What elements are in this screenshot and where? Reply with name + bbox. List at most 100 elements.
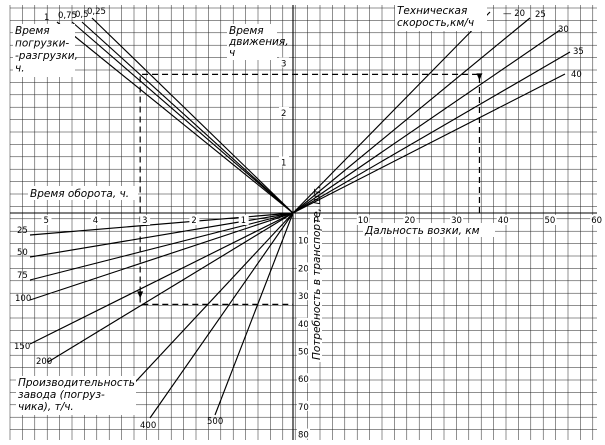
tick-bg (496, 215, 510, 225)
speed-ray-30 (292, 29, 561, 214)
turnaround-title-bg (28, 186, 138, 200)
productivity-label-200: 200 (36, 357, 52, 367)
speed-title-line-1: Техническая (397, 5, 467, 17)
productivity-ray-25 (29, 212, 294, 236)
loading-label-1: 1 (44, 13, 49, 23)
productivity-ray-75 (29, 212, 294, 281)
productivity-ray-400 (149, 212, 294, 419)
productivity-title-line-3: чика), т/ч. (18, 401, 74, 413)
tick-bg (279, 156, 289, 167)
travel-time-title-line-3: ч (229, 47, 235, 59)
tick-bg (543, 215, 557, 225)
tick-bg (297, 400, 310, 411)
turnaround-tick-2: 2 (191, 216, 196, 226)
tick-bg (403, 215, 417, 225)
example-dashed-path (139, 73, 481, 306)
need-title-bg (308, 222, 322, 362)
tick-bg (297, 317, 310, 328)
travel-time-tick-3: 3 (281, 60, 286, 70)
distance-tick-20: 20 (404, 216, 415, 226)
speed-label-25: 25 (535, 10, 546, 20)
loading-time-title-line-2: погрузки- (15, 38, 69, 50)
tick-bg (238, 215, 249, 225)
turnaround-title: Время оборота, ч. (30, 188, 129, 200)
need-tick-70: 70 (298, 403, 309, 413)
productivity-ray-50 (29, 212, 294, 258)
speed-ray-25 (292, 17, 531, 214)
distance-title-bg (363, 223, 495, 237)
speed-ray-40 (292, 73, 566, 214)
tick-bg (189, 215, 200, 225)
productivity-label-500: 500 (207, 417, 223, 427)
speed-label-35: 35 (573, 47, 584, 57)
example-arrowhead-up (476, 73, 483, 81)
travel-time-title-line-2: движения, (228, 36, 289, 48)
distance-title: Дальность возки, км (364, 225, 480, 237)
productivity-ray-150 (29, 212, 294, 345)
productivity-title-line-2: завода (погруз- (18, 389, 105, 401)
loading-time-title-bg (13, 24, 75, 77)
need-tick-60: 60 (298, 375, 309, 385)
need-title: Потребность в транспорте, шт. (311, 186, 323, 360)
productivity-ray-500 (214, 212, 294, 416)
productivity-label-150: 150 (14, 342, 30, 352)
productivity-label-75: 75 (17, 271, 28, 281)
need-tick-40: 40 (298, 320, 309, 330)
turnaround-tick-1: 1 (241, 216, 246, 226)
speed-title-bg (395, 4, 487, 31)
need-tick-10: 10 (298, 237, 309, 247)
tick-bg (279, 57, 289, 68)
speed-title-line-2: скорость,км/ч (397, 17, 474, 29)
need-tick-80: 80 (298, 431, 309, 441)
tick-bg (297, 373, 310, 384)
need-tick-50: 50 (298, 348, 309, 358)
travel-time-title-line-1: Время (229, 25, 264, 37)
distance-tick-60: 60 (591, 216, 602, 226)
loading-ray-0-75 (71, 21, 294, 214)
loading-ray-1 (56, 21, 294, 214)
tick-bg (310, 215, 323, 225)
example-path (137, 73, 483, 306)
distance-tick-50: 50 (545, 216, 556, 226)
chart-axes (10, 5, 597, 440)
productivity-title-line-1: Производительность (18, 377, 135, 389)
loading-label-0-25: 0,25 (87, 7, 106, 17)
speed-ray-35 (292, 51, 571, 214)
tick-bg (297, 262, 310, 273)
speed-label-30: 30 (558, 25, 569, 35)
turnaround-tick-5: 5 (44, 216, 49, 226)
loading-ray-0-25 (91, 17, 294, 214)
distance-tick-10: 10 (358, 216, 369, 226)
turnaround-tick-3: 3 (142, 216, 147, 226)
tick-bg (297, 234, 310, 245)
loading-ray-0-5 (81, 21, 294, 214)
tick-bg (90, 215, 101, 225)
travel-time-tick-2: 2 (281, 109, 286, 119)
productivity-ray-200 (47, 212, 294, 363)
loading-time-title-line-3: -разгрузки, (15, 50, 78, 62)
tick-bg (356, 215, 370, 225)
tick-bg (279, 107, 289, 117)
tick-bg (590, 215, 604, 225)
speed-label-40: 40 (571, 70, 582, 80)
productivity-title-bg (16, 376, 136, 415)
distance-tick-0: 0 (314, 216, 319, 226)
chart-grid (9, 5, 597, 440)
tick-bg (41, 215, 52, 225)
productivity-label-400: 400 (140, 421, 156, 431)
productivity-ray-100 (29, 212, 294, 301)
tick-bg (297, 290, 310, 301)
need-tick-20: 20 (298, 264, 309, 274)
need-tick-30: 30 (298, 292, 309, 302)
axis-titles: Времяпогрузки--разгрузки,ч.Времядвижения… (13, 4, 495, 415)
example-arrowhead-down (137, 291, 144, 299)
tick-bg (297, 345, 310, 356)
speed-ray-20 (292, 11, 491, 214)
productivity-ray-300 (111, 212, 294, 408)
loading-label-0-75: 0,75 (58, 11, 77, 21)
nomogram-rays (29, 11, 571, 419)
distance-tick-30: 30 (451, 216, 462, 226)
turnaround-tick-4: 4 (93, 216, 98, 226)
